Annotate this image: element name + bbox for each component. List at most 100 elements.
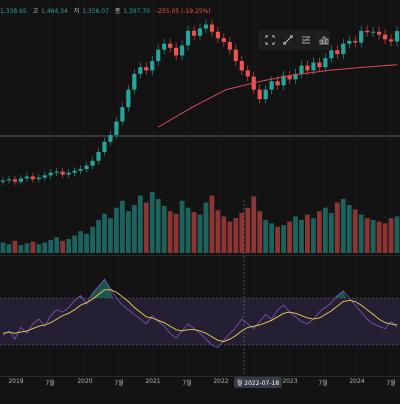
volume-bar [125, 211, 131, 253]
rsi-signal-line [2, 289, 398, 342]
candle-body [311, 62, 316, 71]
xaxis-label: 2021 [145, 378, 161, 385]
volume-bar [382, 223, 388, 253]
volume-bar [358, 214, 364, 253]
chart-style-icon[interactable] [318, 33, 330, 47]
volume-bar [239, 212, 245, 253]
candle-body [341, 43, 346, 55]
volume-bar [364, 218, 370, 253]
candle-body [72, 170, 77, 173]
volume-bar [30, 241, 36, 253]
volume-bar [203, 202, 209, 253]
fib-tool-icon[interactable] [300, 33, 312, 47]
candle-body [221, 38, 226, 43]
candle-body [180, 45, 185, 56]
candle-body [120, 107, 125, 122]
candle-body [66, 172, 71, 175]
candle-body [185, 30, 191, 46]
volume-bar [257, 211, 263, 253]
xaxis-label: 7월 [386, 380, 396, 387]
candle-body [42, 175, 47, 178]
volume-bar [137, 195, 143, 253]
trend-line-icon[interactable] [282, 33, 294, 47]
candle-body [371, 31, 376, 33]
volume-bar [275, 226, 280, 253]
open-value: 1,338.65 [0, 8, 27, 15]
volume-bar [78, 231, 83, 253]
volume-bar [185, 207, 191, 253]
volume-bar [245, 207, 251, 253]
candle-body [84, 165, 89, 170]
volume-bar [233, 218, 239, 253]
volume-bar [346, 205, 352, 253]
volume-bar [96, 219, 101, 253]
candle-body [54, 171, 59, 173]
select-frame-icon[interactable] [264, 33, 276, 47]
volume-bar [299, 219, 304, 253]
candle-body [6, 179, 12, 181]
candle-body [394, 30, 400, 42]
volume-bar [54, 237, 60, 253]
candle-body [174, 47, 179, 56]
candle-body [293, 73, 298, 80]
volume-bar [370, 219, 376, 253]
candle-body [132, 73, 137, 90]
volume-bar [388, 218, 394, 253]
volume-bar [108, 218, 113, 253]
volume-bar [352, 209, 358, 253]
candle-body [353, 40, 358, 43]
volume-bar [305, 214, 310, 253]
close-label: 종 [114, 8, 121, 15]
pane-divider-xaxis[interactable] [0, 376, 400, 377]
volume-bar [269, 223, 275, 253]
volume-bar [120, 200, 125, 253]
candle-body [18, 178, 23, 182]
ohlc-legend: 1,338.65 고 1,464.34 저 1,356.07 종 1,397.7… [0, 6, 211, 15]
candle-body [60, 171, 65, 175]
drawing-toolbar [258, 30, 330, 50]
candle-body [257, 89, 262, 100]
volume-bar [42, 242, 48, 253]
candle-body [233, 49, 238, 62]
volume-bar [161, 205, 167, 253]
pane-divider-volume[interactable] [0, 255, 400, 256]
volume-bar [90, 226, 95, 253]
candle-body [305, 65, 310, 71]
candle-body [377, 31, 382, 35]
volume-bar [311, 218, 316, 253]
candle-body [108, 135, 113, 142]
volume-bar [6, 244, 12, 253]
crosshair-date-label: 월 2022-07-18 [233, 377, 283, 388]
volume-bar [293, 216, 298, 253]
close-value: 1,397.70 [123, 8, 150, 15]
volume-bar [173, 213, 179, 253]
volume-bar [322, 207, 328, 253]
xaxis-label: 2024 [349, 378, 365, 385]
volume-bar [131, 205, 137, 253]
volume-bar [221, 216, 227, 253]
time-axis[interactable]: 2019 7월 2020 7월 2021 7월 2022 월 2022-07-1… [0, 377, 400, 390]
candle-body [12, 179, 18, 182]
xaxis-label: 7월 [114, 380, 124, 387]
moving-average-line [157, 64, 398, 128]
candle-body [227, 42, 232, 50]
volume-bar [72, 235, 78, 253]
volume-bar [287, 221, 292, 253]
volume-bar [102, 213, 107, 253]
xaxis-label: 7월 [182, 380, 192, 387]
volume-bar [149, 192, 155, 253]
xaxis-label: 2019 [8, 378, 24, 385]
xaxis-label: 7월 [45, 380, 55, 387]
xaxis-label: 2023 [282, 378, 298, 385]
candle-body [162, 43, 167, 50]
candle-body [347, 40, 352, 44]
candle-body [299, 65, 304, 74]
candle-body [323, 58, 328, 68]
high-value: 1,464.34 [41, 8, 68, 15]
candle-body [215, 31, 220, 39]
candle-body [365, 30, 370, 33]
candle-body [245, 70, 250, 77]
candle-body [335, 50, 340, 55]
